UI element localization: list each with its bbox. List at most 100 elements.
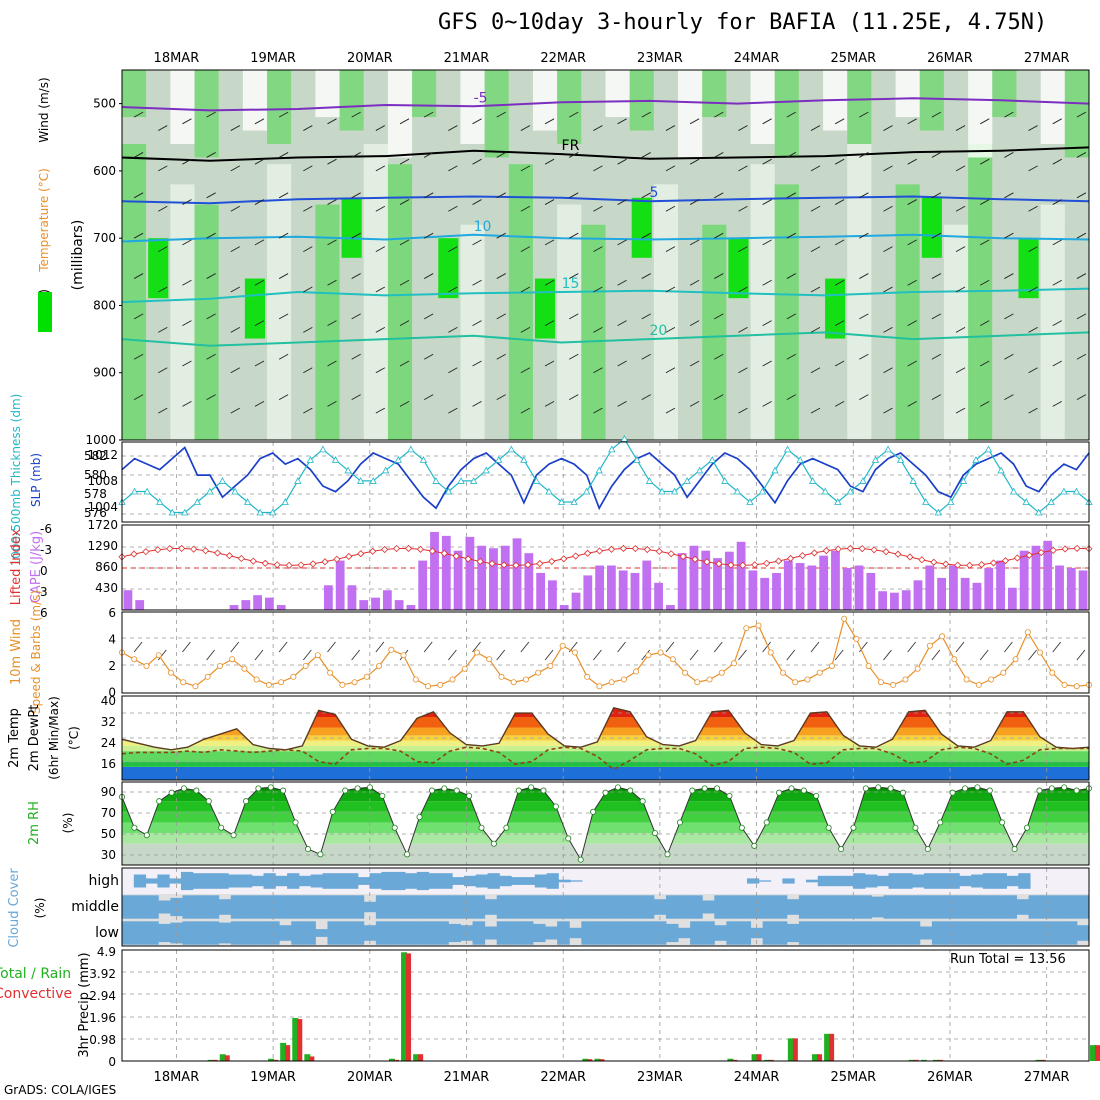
rh-cell — [798, 70, 824, 118]
cloud-cell — [943, 895, 957, 919]
wind-barb — [859, 273, 869, 279]
cape-tick-label: 1290 — [87, 539, 118, 553]
cloud-cell — [436, 895, 449, 919]
wind-barb — [689, 118, 700, 125]
rh-marker — [540, 787, 547, 794]
cloud-row-label: low — [95, 925, 119, 941]
wind-barb — [834, 118, 845, 125]
thickness-marker — [846, 487, 855, 495]
cloud-cell — [1064, 895, 1078, 919]
lifted-index-marker — [166, 545, 174, 553]
cloud-cell — [291, 895, 304, 919]
wind-barb — [955, 205, 966, 212]
rh-band — [122, 843, 1089, 865]
chart-title: GFS 0~10day 3-hourly for BAFIA (11.25E, … — [438, 10, 1048, 35]
rh-cell — [1040, 204, 1065, 440]
cape-bar — [418, 560, 428, 610]
rh-marker — [329, 808, 336, 815]
wind-barb — [303, 125, 313, 131]
wind-speed-marker — [388, 646, 395, 653]
precip-tick-label: 1.96 — [89, 1011, 116, 1025]
cape-bar — [1031, 545, 1041, 610]
wind-barb — [158, 205, 168, 212]
wind-barb — [278, 313, 289, 320]
cloud-cell — [416, 871, 430, 891]
wind-speed-marker — [498, 673, 505, 680]
cloud-cell — [520, 895, 534, 919]
date-label-bottom: 19MAR — [250, 1070, 296, 1085]
cloud-cell — [158, 900, 171, 914]
rh-marker — [143, 832, 150, 839]
wind-barb — [617, 118, 627, 125]
cloud-cell — [157, 874, 170, 888]
cloud-row-label: middle — [71, 899, 119, 915]
cloud-cell — [968, 895, 981, 919]
wind-barb — [496, 394, 506, 401]
cloud-cell — [829, 875, 842, 887]
cloud-cell — [919, 895, 933, 919]
wind-barb — [496, 353, 506, 360]
wind-barb — [230, 246, 241, 253]
wind-barb — [1052, 400, 1062, 407]
wind-barb — [399, 400, 410, 407]
lifted-index-marker — [989, 559, 998, 567]
wind-barb — [496, 232, 506, 239]
rh-cell — [581, 70, 606, 158]
li-tick-label: -6 — [40, 522, 52, 536]
wind-barb — [448, 326, 458, 333]
cape-bar — [913, 580, 923, 610]
lifted-index-marker — [1013, 554, 1021, 562]
legend-total-rain: Total / Rain — [0, 966, 71, 982]
wind-barb — [931, 394, 942, 401]
wind-barb — [327, 199, 337, 205]
lifted-index-marker — [428, 547, 436, 555]
wind-speed-marker — [877, 679, 884, 686]
rh-marker — [255, 785, 262, 792]
wind-speed-marker — [1061, 681, 1068, 688]
wind-barb — [738, 205, 748, 212]
cloud-cell — [351, 921, 365, 945]
rh-marker — [242, 798, 249, 805]
cloud-cell — [242, 895, 256, 919]
cloud-cell — [810, 895, 824, 919]
date-label-top: 25MAR — [830, 51, 876, 66]
lifted-index-marker — [822, 547, 830, 555]
surface-wind-barb — [979, 649, 989, 661]
cloud-cell — [786, 923, 800, 943]
rh-cell — [244, 278, 266, 339]
lifted-index-marker — [667, 550, 675, 558]
lifted-index-marker — [416, 545, 425, 553]
wind-barb — [738, 407, 748, 414]
thickness-marker — [658, 487, 666, 495]
wind-barb — [1004, 152, 1014, 158]
rh-cell — [194, 70, 219, 158]
isotherm-label: 20 — [649, 323, 667, 339]
precip-convective-bar — [406, 953, 412, 1061]
thickness-marker — [306, 456, 315, 463]
precip-total-bar — [413, 1054, 420, 1061]
cloud-cell — [747, 878, 760, 884]
wind-barb — [375, 125, 386, 131]
thickness-marker — [582, 487, 591, 495]
cloud-cell — [923, 873, 937, 889]
thickness-marker — [319, 445, 327, 453]
thickness-marker — [331, 456, 340, 463]
rh-marker — [1048, 785, 1055, 792]
wind-barb — [496, 192, 506, 199]
wind-speed-marker — [951, 656, 958, 663]
wind-barb — [133, 232, 144, 239]
cape-bar — [984, 567, 994, 610]
lifted-index-line — [121, 547, 1090, 566]
lifted-index-marker — [846, 544, 854, 552]
cloud-cell — [357, 877, 371, 885]
date-label-top: 21MAR — [444, 51, 490, 66]
cape-bar — [489, 548, 498, 610]
cloud-cell — [738, 895, 752, 919]
precip-convective-bar — [756, 1054, 762, 1061]
precip-convective-bar — [1095, 1045, 1100, 1061]
precip-convective-bar — [418, 1054, 424, 1061]
wind-barb — [714, 394, 724, 401]
thickness-tick-label: 582 — [84, 449, 107, 463]
surface-wind-barb — [182, 641, 191, 653]
wind-barb — [689, 239, 700, 246]
